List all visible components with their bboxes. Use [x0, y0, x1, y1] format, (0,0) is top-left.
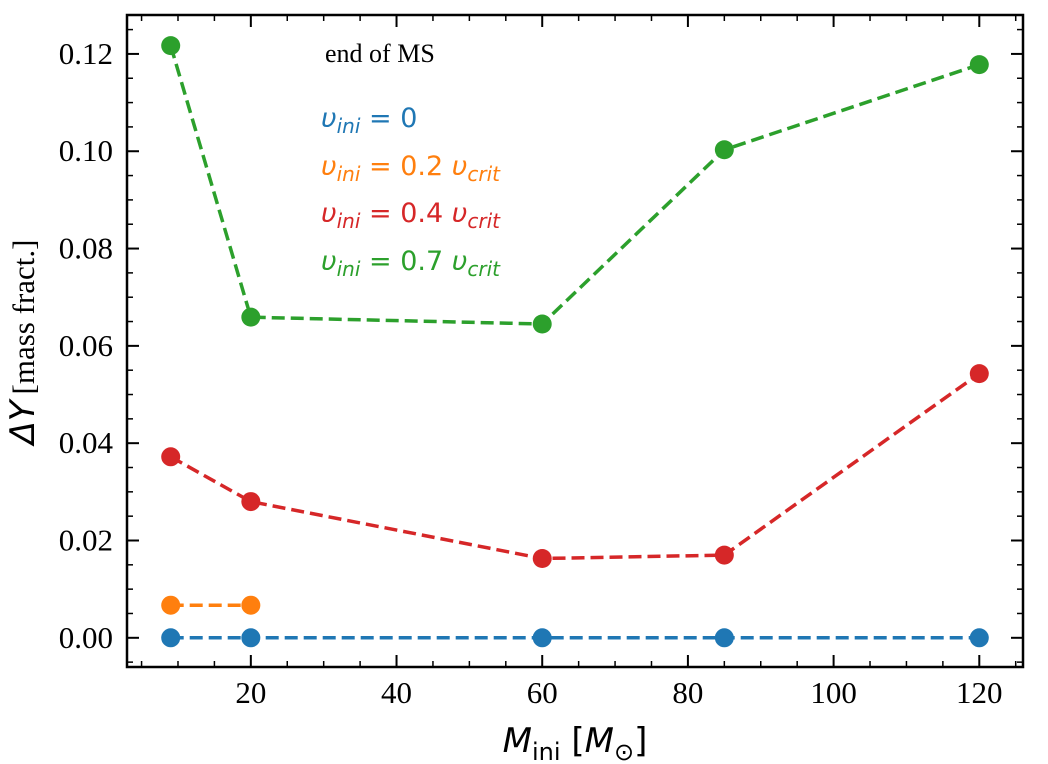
data-point [241, 628, 261, 648]
series-2 [161, 364, 989, 568]
data-point [241, 492, 261, 512]
x-axis-subscript: ini [532, 738, 561, 764]
legend-entry: υini = 0.4 υcrit [321, 198, 501, 233]
series-1 [161, 595, 261, 615]
data-point [161, 595, 181, 615]
data-point [161, 36, 181, 56]
y-tick-label: 0.04 [59, 425, 114, 460]
x-axis-symbol: M [503, 721, 532, 761]
legend-entry: υini = 0.2 υcrit [321, 151, 501, 186]
y-tick-label: 0.10 [59, 133, 113, 168]
data-point [969, 364, 989, 384]
data-point [714, 545, 734, 565]
y-tick-label: 0.12 [59, 36, 113, 71]
x-tick-label: 20 [235, 675, 266, 710]
series-line [169, 45, 980, 326]
data-point [532, 548, 552, 568]
y-axis-unit: [mass fract.] [6, 240, 41, 395]
x-axis-unit-subscript: ⊙ [614, 738, 634, 764]
x-tick-label: 80 [672, 675, 703, 710]
data-point [969, 628, 989, 648]
plot-frame [125, 13, 1025, 669]
data-point [969, 55, 989, 75]
y-tick-label: 0.02 [59, 522, 113, 557]
x-axis-unit: M [585, 721, 614, 761]
data-point [161, 447, 181, 467]
x-tick-label: 60 [527, 675, 558, 710]
data-point [241, 595, 261, 615]
series-0 [161, 628, 989, 648]
y-tick-label: 0.06 [59, 328, 113, 363]
y-axis-symbol: ΔY [3, 398, 43, 447]
data-point [532, 314, 552, 334]
x-axis-label: Mini [M⊙] [503, 721, 648, 764]
data-point [161, 628, 181, 648]
data-point [714, 140, 734, 160]
data-point [241, 307, 261, 327]
y-tick-label: 0.00 [59, 620, 113, 655]
data-point [714, 628, 734, 648]
y-axis-label: ΔY[mass fract.] [3, 240, 43, 448]
x-tick-label: 100 [810, 675, 857, 710]
axis-ticks: 20 40 60 80 100 120 0.00 0.02 0.04 0.06 0.08 0.10 0.… [59, 15, 1023, 710]
legend: υini = 0 υini = 0.2 υcrit υini = 0.4 υcrit… [321, 103, 501, 281]
x-tick-label: 120 [956, 675, 1003, 710]
series-line [169, 372, 981, 561]
annotation-end-of-ms: end of MS [325, 39, 435, 68]
data-point [532, 628, 552, 648]
series-3 [161, 36, 989, 334]
data-series [161, 36, 989, 648]
legend-entry: υini = 0.7 υcrit [321, 246, 501, 281]
legend-entry: υini = 0 [321, 103, 417, 138]
x-tick-label: 40 [381, 675, 412, 710]
y-tick-label: 0.08 [59, 231, 113, 266]
